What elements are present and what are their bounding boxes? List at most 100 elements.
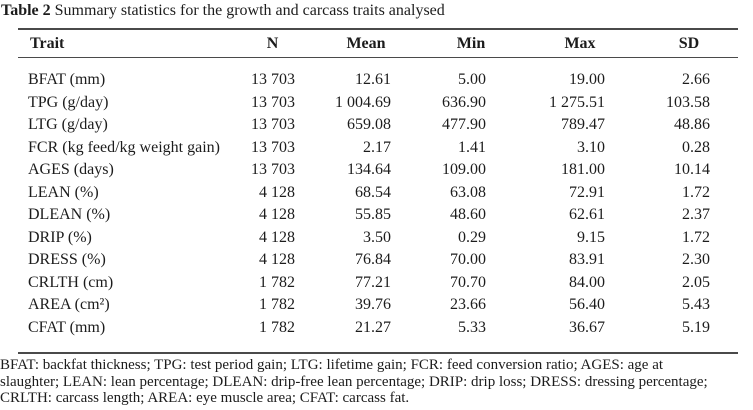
cell-min: 109.00 — [442, 161, 486, 178]
cell-min: 5.00 — [458, 71, 486, 88]
cell-trait: LEAN (%) — [28, 183, 99, 201]
cell-sd: 5.43 — [682, 296, 710, 313]
cell-mean: 21.27 — [310, 316, 422, 354]
cell-trait: DLEAN (%) — [28, 206, 111, 223]
cell-sd: 1.72 — [682, 228, 710, 246]
cell-max: 36.67 — [520, 316, 640, 354]
cell-max: 19.00 — [569, 71, 605, 88]
cell-mean: 3.50 — [363, 228, 391, 246]
cell-min: 5.33 — [422, 316, 520, 354]
cell-max: 83.91 — [569, 251, 605, 268]
cell-mean: 659.08 — [347, 116, 391, 133]
cell-n: 1 782 — [235, 316, 310, 354]
table-header: Trait N Mean Min Max SD — [18, 28, 738, 58]
table-caption: Table 2 Summary statistics for the growt… — [1, 0, 445, 22]
cell-mean: 12.61 — [355, 71, 391, 88]
table-header-row: Trait N Mean Min Max SD — [18, 28, 738, 58]
cell-sd: 2.37 — [682, 206, 710, 223]
column-header-mean: Mean — [310, 28, 422, 58]
table-caption-label: Table 2 — [1, 2, 51, 19]
cell-min: 63.08 — [450, 183, 486, 201]
cell-min: 70.00 — [450, 251, 486, 268]
cell-max: 3.10 — [577, 138, 605, 156]
column-header-sd: SD — [640, 28, 738, 58]
cell-min: 48.60 — [450, 206, 486, 223]
cell-sd: 2.66 — [682, 71, 710, 88]
cell-n: 13 703 — [251, 93, 295, 111]
cell-mean: 39.76 — [355, 296, 391, 313]
column-header-n: N — [235, 28, 310, 58]
cell-n: 13 703 — [251, 116, 295, 133]
cell-min: 70.70 — [450, 273, 486, 291]
cell-n: 1 782 — [259, 273, 295, 291]
table-body: BFAT (mm) 13 703 12.61 5.00 19.00 2.66 T… — [18, 58, 738, 354]
cell-n: 13 703 — [251, 161, 295, 178]
cell-sd: 1.72 — [682, 183, 710, 201]
cell-min: 636.90 — [442, 93, 486, 111]
cell-min: 23.66 — [450, 296, 486, 313]
footnote-line: CRLTH: carcass length; AREA: eye muscle … — [0, 390, 410, 406]
cell-sd: 48.86 — [674, 116, 710, 133]
table-row: FCR (kg feed/kg weight gain) 13 703 2.17… — [18, 137, 738, 160]
table-row: AGES (days) 13 703 134.64 109.00 181.00 … — [18, 159, 738, 182]
cell-n: 13 703 — [251, 138, 295, 156]
cell-trait: CRLTH (cm) — [28, 273, 114, 291]
table-row: CRLTH (cm) 1 782 77.21 70.70 84.00 2.05 — [18, 272, 738, 295]
cell-n: 4 128 — [259, 183, 295, 201]
column-header-trait: Trait — [18, 28, 235, 58]
cell-max: 62.61 — [569, 206, 605, 223]
cell-max: 789.47 — [561, 116, 605, 133]
cell-sd: 2.05 — [682, 273, 710, 291]
cell-mean: 77.21 — [355, 273, 391, 291]
cell-sd: 103.58 — [666, 93, 710, 111]
cell-trait: DRESS (%) — [28, 251, 106, 268]
cell-max: 72.91 — [569, 183, 605, 201]
table-row: LTG (g/day) 13 703 659.08 477.90 789.47 … — [18, 114, 738, 137]
cell-mean: 1 004.69 — [335, 93, 391, 111]
cell-trait: CFAT (mm) — [18, 316, 235, 354]
cell-mean: 68.54 — [355, 183, 391, 201]
cell-max: 1 275.51 — [549, 93, 605, 111]
table-row: DRIP (%) 4 128 3.50 0.29 9.15 1.72 — [18, 227, 738, 250]
cell-trait: AGES (days) — [28, 161, 114, 178]
cell-trait: DRIP (%) — [28, 228, 92, 246]
cell-mean: 55.85 — [355, 206, 391, 223]
cell-trait: TPG (g/day) — [28, 93, 109, 111]
cell-mean: 134.64 — [347, 161, 391, 178]
cell-n: 4 128 — [259, 206, 295, 223]
cell-min: 1.41 — [458, 138, 486, 156]
footnote-line: BFAT: backfat thickness; TPG: test perio… — [0, 357, 664, 373]
cell-min: 0.29 — [458, 228, 486, 246]
cell-trait: LTG (g/day) — [28, 116, 108, 133]
column-header-max: Max — [520, 28, 640, 58]
footnote-line: slaughter; LEAN: lean percentage; DLEAN:… — [0, 373, 708, 390]
table-row: DLEAN (%) 4 128 55.85 48.60 62.61 2.37 — [18, 204, 738, 227]
cell-n: 1 782 — [259, 296, 295, 313]
column-header-min: Min — [422, 28, 520, 58]
table-row: TPG (g/day) 13 703 1 004.69 636.90 1 275… — [18, 92, 738, 115]
table-row: AREA (cm²) 1 782 39.76 23.66 56.40 5.43 — [18, 294, 738, 317]
cell-max: 181.00 — [561, 161, 605, 178]
cell-sd: 5.19 — [640, 316, 738, 354]
table-row: CFAT (mm) 1 782 21.27 5.33 36.67 5.19 — [18, 316, 738, 354]
table-footnote: BFAT: backfat thickness; TPG: test perio… — [0, 357, 753, 407]
cell-min: 477.90 — [442, 116, 486, 133]
cell-trait: AREA (cm²) — [28, 296, 110, 313]
cell-trait: FCR (kg feed/kg weight gain) — [28, 138, 220, 156]
table-row: BFAT (mm) 13 703 12.61 5.00 19.00 2.66 — [18, 58, 738, 92]
table-row: DRESS (%) 4 128 76.84 70.00 83.91 2.30 — [18, 249, 738, 272]
cell-max: 9.15 — [577, 228, 605, 246]
cell-sd: 0.28 — [682, 138, 710, 156]
cell-sd: 10.14 — [674, 161, 710, 178]
table-caption-text: Summary statistics for the growth and ca… — [50, 2, 445, 19]
cell-mean: 2.17 — [363, 138, 391, 156]
cell-trait: BFAT (mm) — [28, 71, 106, 88]
cell-max: 84.00 — [569, 273, 605, 291]
cell-n: 4 128 — [259, 228, 295, 246]
summary-statistics-table: Trait N Mean Min Max SD BFAT (mm) 13 703… — [18, 28, 738, 354]
cell-n: 4 128 — [259, 251, 295, 268]
cell-mean: 76.84 — [355, 251, 391, 268]
cell-max: 56.40 — [569, 296, 605, 313]
cell-n: 13 703 — [251, 71, 295, 88]
